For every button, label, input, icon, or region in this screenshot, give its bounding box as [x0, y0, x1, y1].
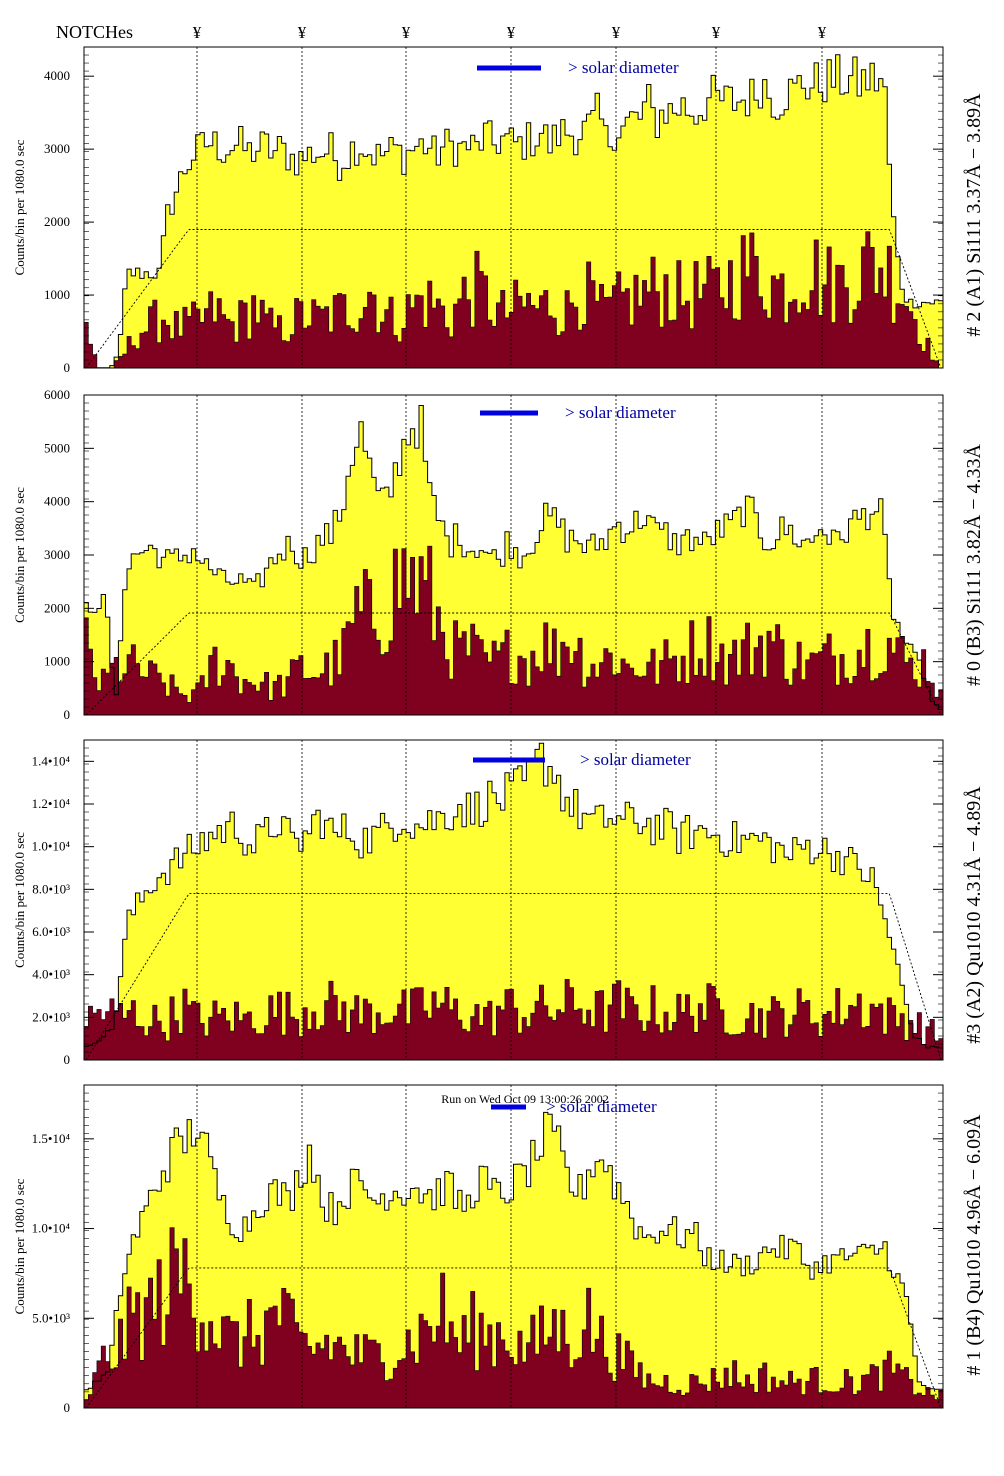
notch-symbol: ¥	[612, 23, 621, 42]
total-counts-outline	[84, 742, 943, 1049]
run-label: Run on Wed Oct 09 13:00:26 2002	[441, 1092, 608, 1106]
y-tick-label: 0	[64, 1052, 71, 1067]
notch-symbol: ¥	[402, 23, 411, 42]
notch-symbol: ¥	[193, 23, 202, 42]
model-trend-curve	[85, 893, 942, 1061]
y-axis-label: Counts/bin per 1080.0 sec	[12, 832, 27, 968]
total-counts-outline	[84, 1111, 943, 1391]
solar-diameter-label: > solar diameter	[568, 58, 679, 77]
notch-symbol: ¥	[507, 23, 516, 42]
model-trend-curve	[85, 229, 942, 369]
y-tick-label: 4000	[44, 494, 70, 509]
channel-title: #3 (A2) Qu1010 4.31Å − 4.89Å	[963, 786, 985, 1044]
notch-symbol: ¥	[298, 23, 307, 42]
panel-0: 0 1000 2000 3000 4000 Counts/bin per 1080.0 s…	[12, 46, 985, 375]
notch-symbol: ¥	[818, 23, 827, 42]
y-tick-label: 2000	[44, 600, 70, 615]
y-tick-label: 0	[64, 707, 71, 722]
y-tick-label: 2.0•10³	[32, 1009, 70, 1024]
y-tick-label: 1000	[44, 654, 70, 669]
solar-diameter-label: > solar diameter	[580, 750, 691, 769]
y-tick-label: 1.2•10⁴	[32, 796, 71, 811]
y-tick-label: 0	[64, 1400, 71, 1415]
solar-diameter-label: > solar diameter	[565, 403, 676, 422]
notches-label: NOTCHes	[56, 22, 133, 42]
y-tick-label: 5.0•10³	[32, 1310, 70, 1325]
y-tick-label: 6000	[44, 387, 70, 402]
y-tick-label: 3000	[44, 141, 70, 156]
y-tick-label: 0	[64, 360, 71, 375]
y-tick-label: 4000	[44, 68, 70, 83]
channel-title: # 2 (A1) Si111 3.37Å − 3.89Å	[963, 93, 985, 337]
notch-symbol: ¥	[712, 23, 721, 42]
notch-symbols: ¥ ¥ ¥ ¥ ¥ ¥ ¥	[193, 23, 827, 42]
channel-title: # 0 (B3) Si111 3.82Å − 4.33Å	[963, 443, 985, 686]
background-counts-area	[83, 545, 944, 716]
panel-2: 0 2.0•10³ 4.0•10³ 6.0•10³ 8.0•10³ 1.0•10⁴ 1.2•…	[12, 739, 985, 1067]
panel-1: 0 1000 2000 3000 4000 5000 6000 Counts/bin per …	[12, 387, 985, 722]
y-tick-label: 3000	[44, 547, 70, 562]
y-tick-label: 5000	[44, 440, 70, 455]
y-tick-label: 1.5•10⁴	[32, 1131, 71, 1146]
background-counts-area	[83, 1227, 944, 1409]
y-tick-label: 1.4•10⁴	[32, 753, 71, 768]
y-tick-label: 6.0•10³	[32, 924, 70, 939]
model-trend-curve	[85, 612, 942, 716]
background-counts-area	[83, 979, 944, 1061]
y-tick-label: 2000	[44, 214, 70, 229]
background-counts-area	[83, 231, 943, 369]
y-axis-label: Counts/bin per 1080.0 sec	[12, 139, 27, 275]
panel-3: 0 5.0•10³ 1.0•10⁴ 1.5•10⁴ Counts/bin per 108…	[12, 1084, 985, 1415]
y-axis-label: Counts/bin per 1080.0 sec	[12, 487, 27, 623]
y-tick-label: 8.0•10³	[32, 881, 70, 896]
y-axis-label: Counts/bin per 1080.0 sec	[12, 1178, 27, 1314]
total-counts-outline	[84, 54, 943, 369]
y-tick-label: 4.0•10³	[32, 967, 70, 982]
channel-title: # 1 (B4) Qu1010 4.96Å − 6.09Å	[963, 1114, 985, 1376]
solar-diameter-label: > solar diameter	[546, 1097, 657, 1116]
model-trend-curve	[85, 1267, 942, 1409]
y-tick-label: 1.0•10⁴	[32, 1221, 71, 1236]
y-tick-label: 1000	[44, 287, 70, 302]
total-counts-area	[84, 743, 943, 1060]
total-counts-area	[84, 405, 943, 715]
y-tick-label: 1.0•10⁴	[32, 839, 71, 854]
panels: 0 1000 2000 3000 4000 Counts/bin per 1080.0 s…	[12, 46, 985, 1415]
total-counts-outline	[84, 405, 943, 710]
